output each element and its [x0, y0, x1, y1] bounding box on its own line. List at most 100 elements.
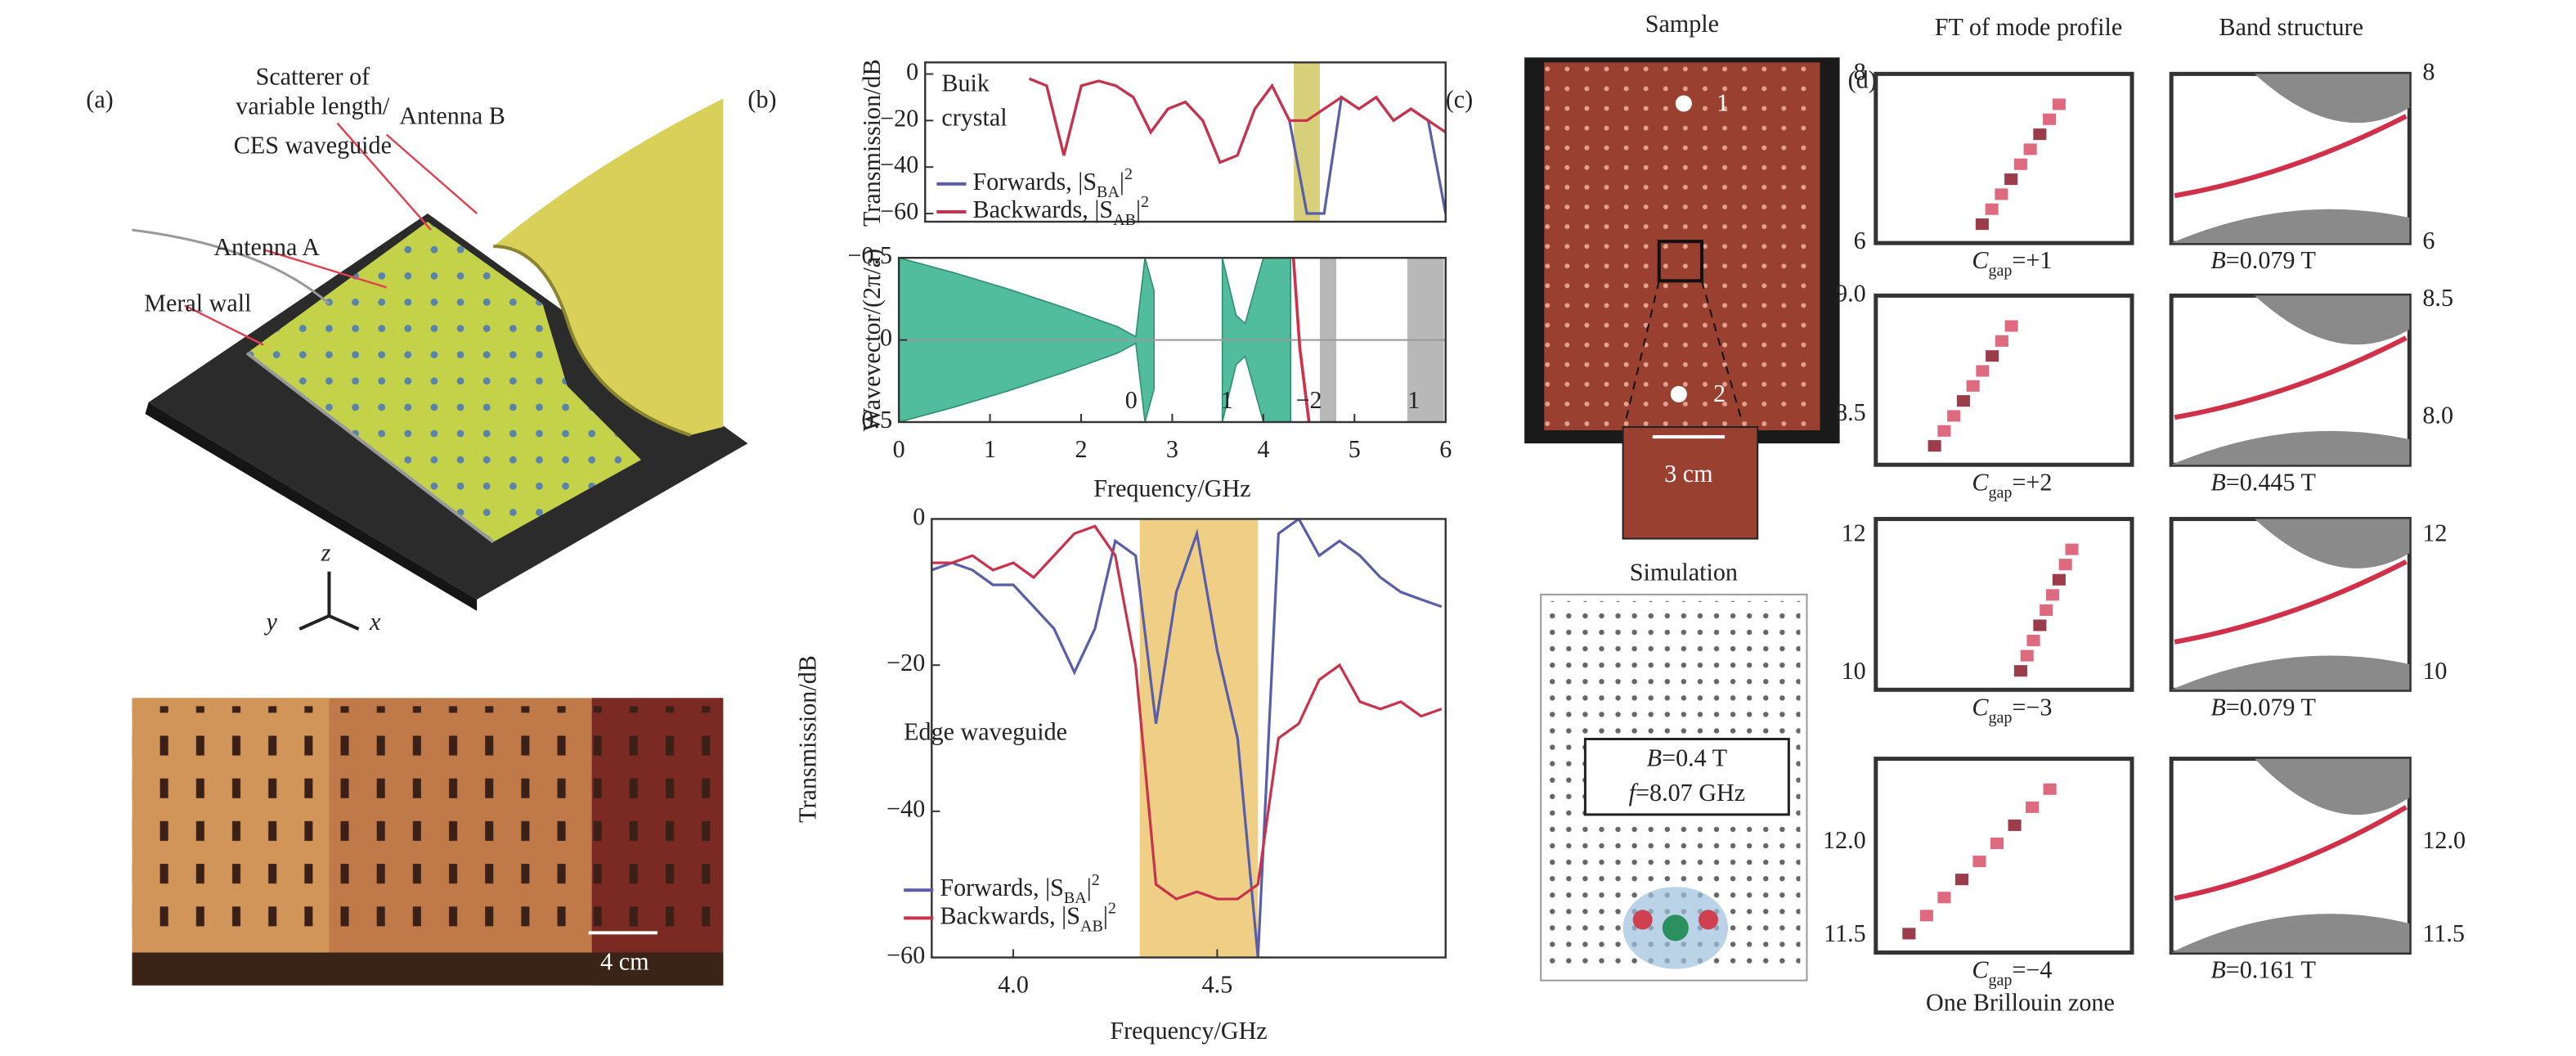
legend-entry-part: BA — [1097, 182, 1120, 200]
field-label-part: B — [1647, 744, 1662, 772]
mode-pixel — [2008, 819, 2022, 831]
callout: Scatterer of — [256, 62, 371, 90]
y-tick-label: 8.0 — [2422, 402, 2453, 429]
field-label-part: B — [2210, 956, 2225, 984]
x-tick-label: 3 — [1166, 435, 1178, 463]
edge-curve — [2174, 805, 2408, 901]
mode-pixel — [1986, 350, 1999, 362]
legend-entry-part: 2 — [1124, 164, 1133, 182]
y-tick-label: −60 — [880, 197, 918, 225]
edge-curve — [2174, 335, 2408, 420]
field-label-part: =0.161 T — [2226, 956, 2316, 984]
plot-frame — [931, 518, 1447, 959]
bulk-region — [2255, 74, 2410, 124]
mode-pixel — [2026, 635, 2040, 647]
callout: CES waveguide — [234, 132, 392, 160]
x-tick-label: 6 — [1439, 435, 1452, 463]
annotation: Edge waveguide — [904, 717, 1067, 745]
legend-entry-part: 2 — [1108, 899, 1116, 917]
y-tick-label: 10 — [1842, 657, 1866, 685]
y-axis-label: Wavevector/(2π/a) — [858, 249, 886, 431]
bulk-region — [2171, 209, 2410, 244]
y-tick-label: −40 — [880, 151, 918, 178]
callout: Antenna B — [399, 101, 505, 129]
legend-entry: Forwards, |SBA|2 — [973, 164, 1133, 200]
gap-chern-label-part: =+1 — [2012, 246, 2052, 274]
gap-chern-label-part: gap — [1988, 262, 2012, 280]
y-tick-label: 8.5 — [2422, 284, 2453, 312]
mode-pixel — [2004, 173, 2018, 186]
column-header: Band structure — [2219, 13, 2363, 41]
field-label: B=0.079 T — [2210, 246, 2316, 274]
mode-pixel — [2043, 113, 2057, 125]
y-tick-label: 12.0 — [1823, 826, 1866, 854]
gap-chern-label-part: gap — [1988, 483, 2012, 501]
y-tick-label: 11.5 — [1824, 919, 1866, 947]
annotation: Buik — [941, 69, 990, 97]
marker-label: 2 — [1713, 380, 1726, 407]
scale-label: 4 cm — [600, 947, 648, 975]
annotation: crystal — [941, 103, 1007, 131]
mode-pixel — [2052, 98, 2066, 110]
field-label-part: =0.079 T — [2226, 693, 2316, 721]
legend-entry-part: Forwards, |S — [940, 874, 1064, 901]
legend-entry: Forwards, |SBA|2 — [940, 871, 1100, 907]
mode-pixel — [1937, 892, 1951, 904]
mode-pixel — [2043, 783, 2057, 795]
mode-pixel — [1975, 218, 1989, 231]
edge-curve — [2174, 114, 2408, 199]
y-tick-label: 6 — [1854, 227, 1866, 254]
y-tick-label: 12.0 — [2422, 826, 2466, 854]
y-tick-label: −20 — [880, 104, 918, 132]
legend-entry: Backwards, |SAB|2 — [973, 193, 1150, 229]
mode-pixel — [1972, 856, 1986, 868]
plot-area — [931, 519, 1443, 958]
y-tick-label: −20 — [886, 649, 925, 676]
gap-chern-label: Cgap=−4 — [1972, 956, 2052, 990]
panel-a-illustration — [132, 98, 748, 986]
field-label-part: =0.079 T — [2226, 246, 2316, 274]
x-tick-label: 4 — [1257, 435, 1269, 463]
gap-chern-label-part: C — [1972, 693, 1989, 721]
mode-pixel — [2023, 143, 2037, 155]
series-line — [1028, 77, 1446, 164]
legend-entry-part: | — [1136, 195, 1141, 223]
panel-label: (c) — [1446, 85, 1473, 113]
mode-pixel — [2040, 604, 2053, 616]
bulk-region — [2171, 914, 2410, 953]
footer-label: One Brillouin zone — [1926, 989, 2115, 1017]
callout: variable length/ — [236, 92, 390, 119]
gap-chern-label-part: C — [1972, 246, 1989, 274]
band — [1294, 62, 1320, 222]
bulk-region — [2171, 430, 2410, 465]
mode-pixel — [2065, 543, 2079, 555]
gap-label: −2 — [1296, 386, 1322, 414]
mode-pixel — [1985, 203, 1999, 215]
mode-pixel — [1956, 395, 1970, 407]
x-tick-label: 0 — [893, 435, 905, 463]
scale-label: 3 cm — [1664, 460, 1712, 488]
mode-pixel — [2033, 619, 2047, 631]
gap-label: 0 — [1125, 386, 1138, 414]
panel-label: (a) — [86, 85, 113, 113]
x-axis-label: Frequency/GHz — [1110, 1017, 1267, 1045]
legend-entry-part: Forwards, |S — [973, 168, 1097, 195]
plot-area — [899, 258, 1446, 422]
x-tick-label: 4.5 — [1202, 971, 1233, 999]
y-tick-label: 8 — [2422, 57, 2435, 85]
callout: Antenna A — [213, 233, 320, 261]
y-tick-label: 12 — [2422, 519, 2447, 547]
axis-z: z — [321, 539, 331, 567]
mode-pixel — [1966, 380, 1980, 392]
y-tick-label: 0 — [906, 57, 918, 85]
plot-frame — [924, 61, 1447, 223]
legend-entry-part: | — [1120, 168, 1124, 195]
bulk-region — [2255, 758, 2410, 816]
series-line — [931, 524, 1443, 901]
panel-title: Simulation — [1630, 559, 1738, 586]
panel-title: Sample — [1645, 10, 1719, 38]
gap-label: 1 — [1221, 386, 1233, 414]
legend-entry-part: AB — [1080, 917, 1103, 935]
field-label: B=0.161 T — [2210, 956, 2316, 984]
mode-pixel — [1947, 410, 1961, 422]
